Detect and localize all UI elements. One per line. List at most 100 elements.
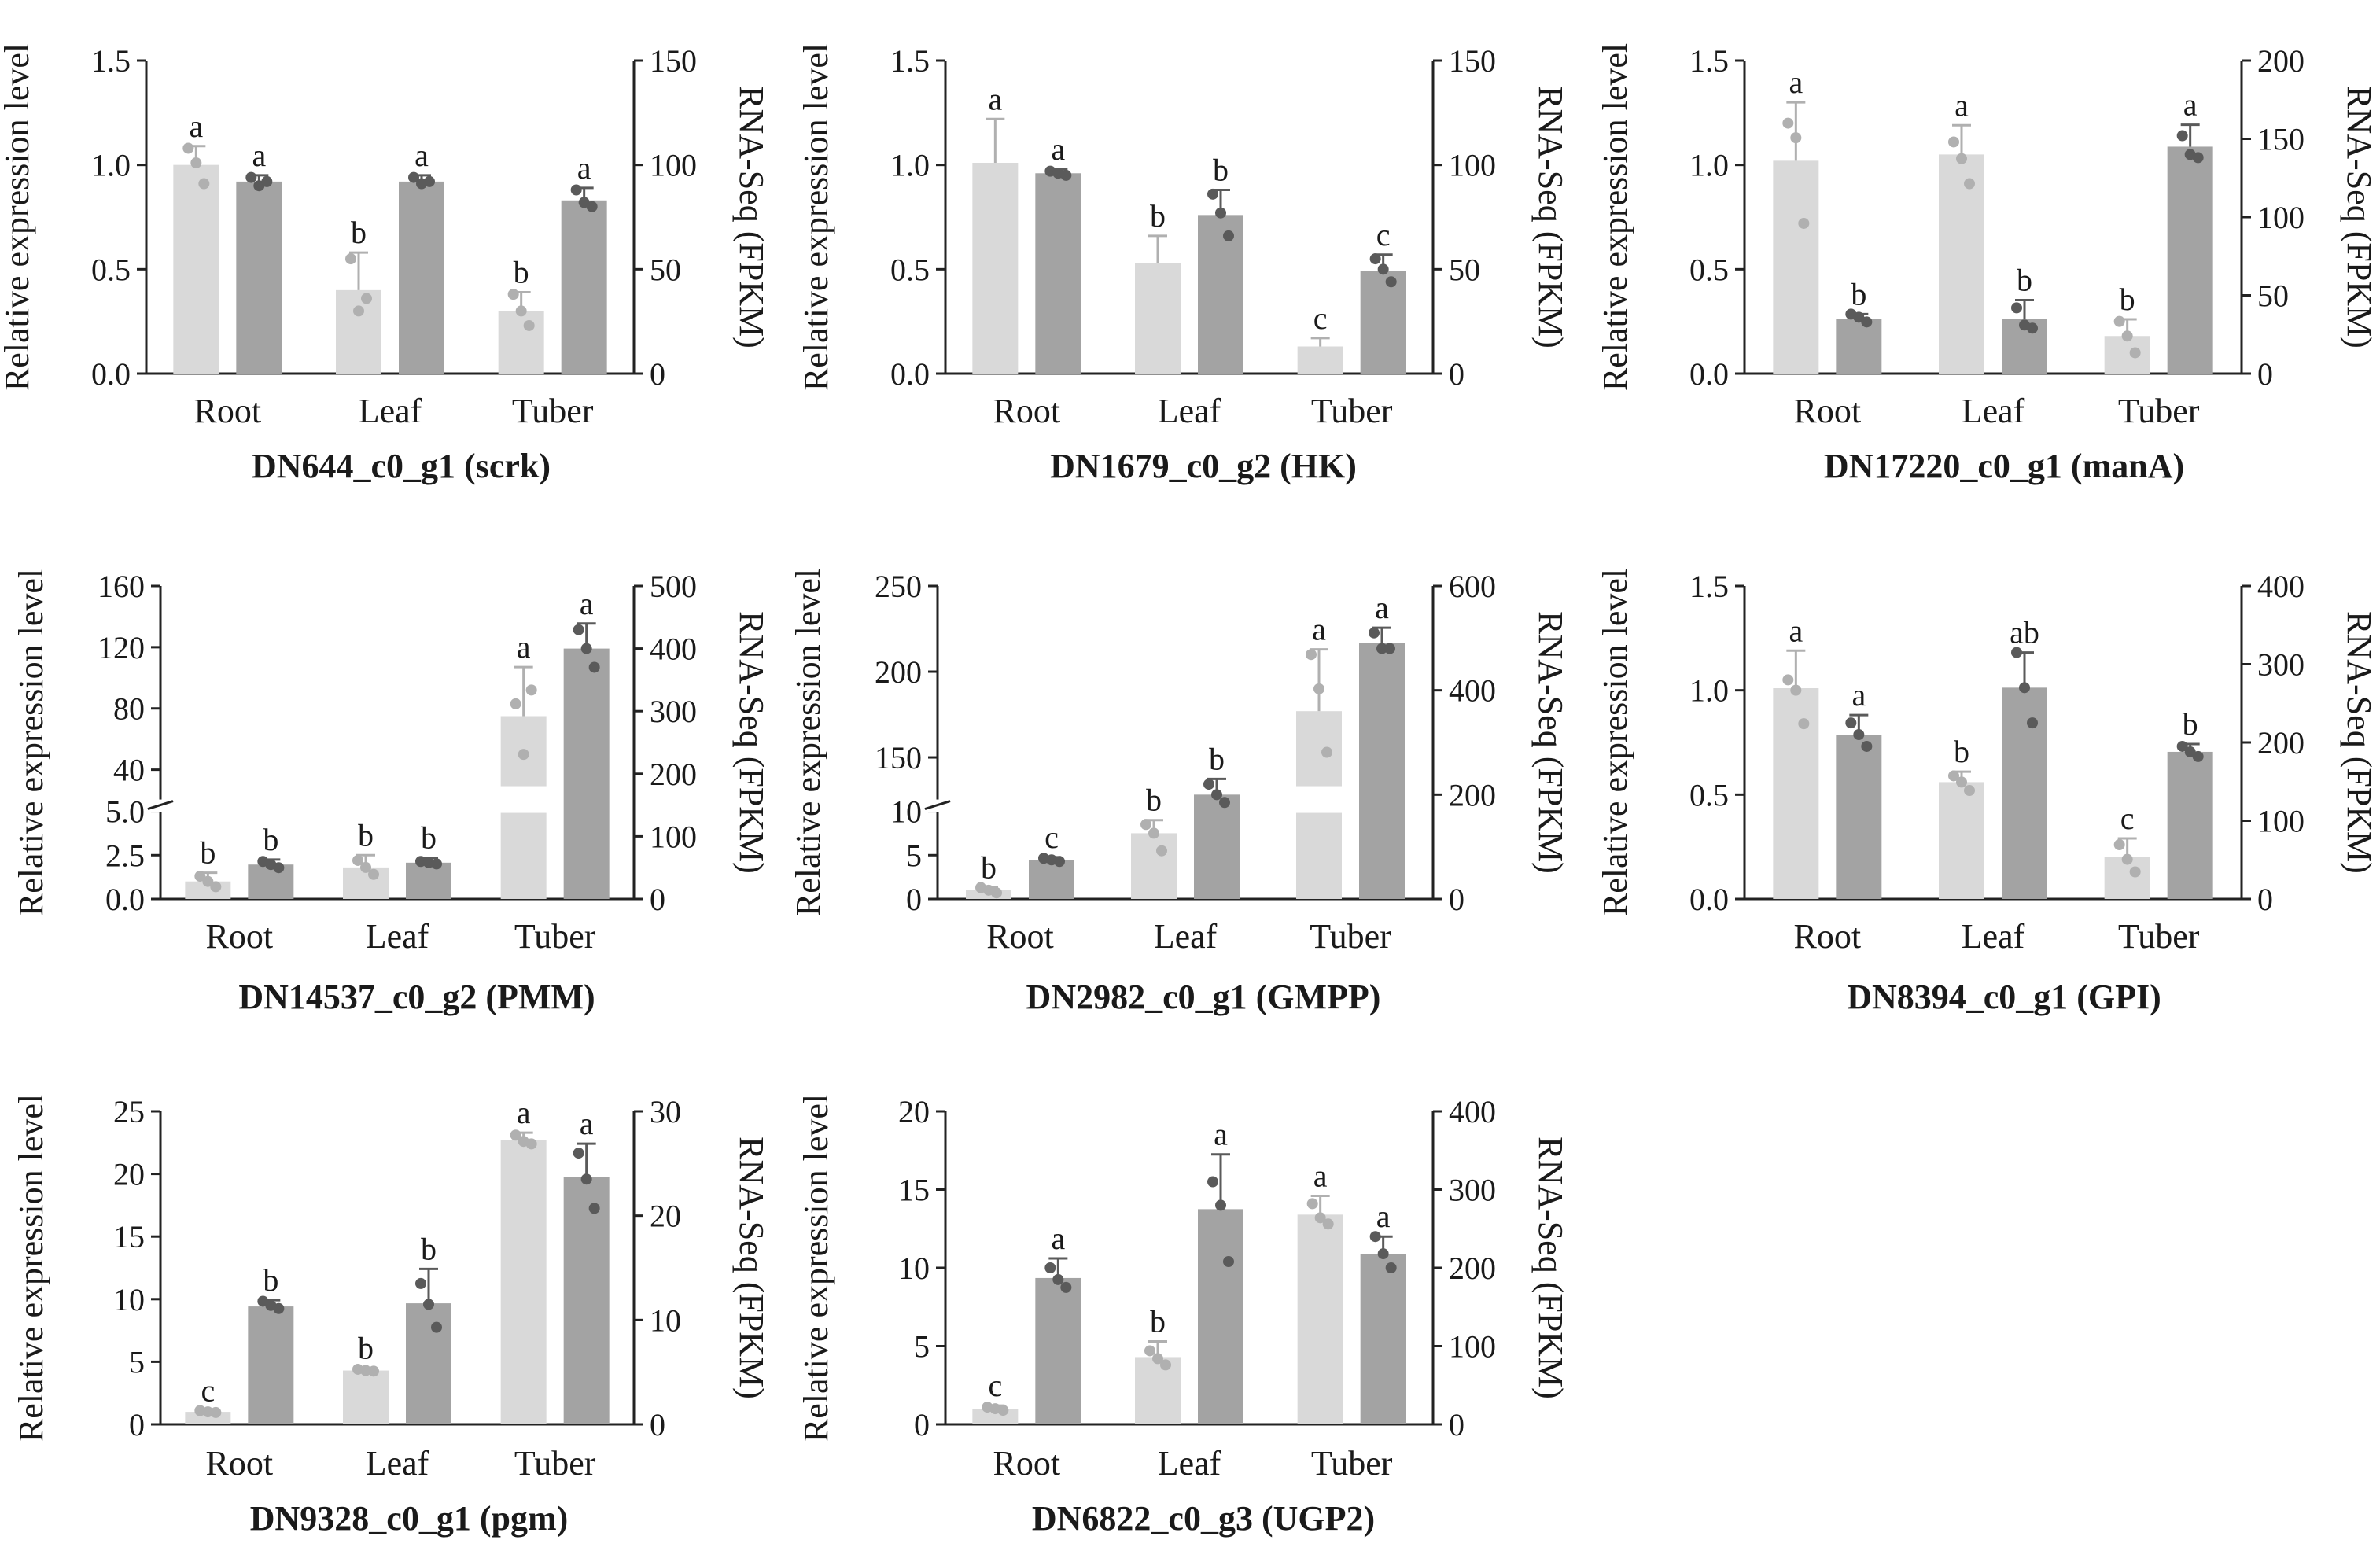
replicate-point: [1140, 819, 1151, 831]
panel-title: DN1679_c0_g2 (HK): [1050, 447, 1357, 485]
significance-letter: a: [189, 109, 203, 144]
left-tick-label: 5: [906, 838, 922, 873]
significance-letter: c: [2120, 801, 2135, 836]
replicate-point: [1052, 1273, 1064, 1285]
rnaseq-bar: [2167, 146, 2213, 374]
right-tick-label: 100: [1449, 1329, 1496, 1365]
significance-letter: a: [517, 629, 531, 665]
replicate-point: [368, 868, 379, 880]
replicate-point: [588, 661, 600, 673]
replicate-point: [523, 319, 535, 331]
replicate-point: [273, 862, 285, 874]
left-tick-label: 15: [113, 1219, 145, 1254]
left-tick-label: 1.0: [890, 148, 930, 183]
rnaseq-bar: [1035, 1277, 1081, 1424]
right-tick-label: 400: [1449, 1094, 1496, 1129]
left-tick-label: 10: [890, 794, 922, 830]
panel-title: DN6822_c0_g3 (UGP2): [1032, 1499, 1375, 1538]
qrt-bar: [2104, 336, 2150, 374]
panel-title: DN2982_c0_g1 (GMPP): [1026, 978, 1381, 1016]
qrt-bar: [1135, 1357, 1181, 1424]
rnaseq-bar: [248, 1306, 294, 1424]
left-axis-label: Relative expression level: [12, 1094, 50, 1442]
left-axis-label: Relative expression level: [0, 43, 36, 391]
replicate-point: [510, 698, 521, 709]
significance-letter: a: [517, 1095, 531, 1130]
replicate-point: [525, 684, 537, 696]
replicate-point: [2011, 302, 2022, 314]
left-tick-label: 25: [113, 1094, 145, 1129]
replicate-point: [1385, 1262, 1397, 1273]
right-tick-label: 200: [2257, 43, 2304, 79]
significance-letter: c: [1044, 820, 1059, 855]
significance-letter: b: [263, 1262, 278, 1298]
category-label: Root: [1794, 392, 1862, 430]
left-tick-label: 15: [898, 1173, 930, 1208]
right-tick-label: 50: [1449, 252, 1480, 287]
rnaseq-bar: [1360, 1254, 1406, 1424]
left-axis-label: Relative expression level: [12, 569, 50, 916]
replicate-point: [202, 1406, 214, 1418]
left-tick-label: 1.5: [91, 43, 131, 79]
rnaseq-bar: [236, 181, 282, 374]
category-label: Leaf: [1158, 1444, 1221, 1483]
replicate-point: [525, 1138, 537, 1150]
category-label: Tuber: [2118, 917, 2200, 956]
axis-break-mark: [147, 800, 174, 810]
replicate-point: [1060, 1281, 1072, 1293]
category-label: Root: [206, 1444, 274, 1483]
significance-letter: b: [358, 1330, 374, 1365]
replicate-point: [1306, 1198, 1318, 1210]
rnaseq-bar: [1360, 271, 1406, 374]
replicate-point: [2176, 130, 2188, 142]
replicate-point: [1060, 169, 1072, 181]
left-axis-label: Relative expression level: [797, 1094, 835, 1442]
rnaseq-bar: [563, 648, 610, 899]
left-axis-label: Relative expression level: [1596, 43, 1634, 391]
left-tick-label: 0.0: [105, 882, 145, 917]
replicate-point: [194, 871, 206, 882]
right-tick-label: 150: [650, 43, 697, 79]
replicate-point: [2129, 866, 2141, 878]
left-tick-label: 1.0: [1689, 148, 1729, 183]
qrt-bar: [1773, 688, 1819, 899]
left-tick-label: 1.5: [1689, 43, 1729, 79]
left-tick-label: 10: [898, 1251, 930, 1286]
category-label: Leaf: [366, 1444, 429, 1483]
replicate-point: [1223, 1256, 1234, 1268]
chart-panel-2: 0.0 0.5 1.0 1.5 0 50 100 150 Relative expression…: [797, 43, 1570, 485]
replicate-point: [1385, 276, 1397, 288]
replicate-point: [573, 1148, 584, 1159]
bar-break: [1295, 786, 1343, 813]
right-tick-label: 30: [650, 1094, 681, 1129]
replicate-point: [368, 1365, 379, 1377]
right-tick-label: 100: [2257, 804, 2304, 839]
category-label: Leaf: [1962, 917, 2025, 956]
replicate-point: [423, 1299, 434, 1310]
rnaseq-bar: [1836, 735, 1882, 899]
replicate-point: [997, 1405, 1009, 1416]
panel-title: DN644_c0_g1 (scrk): [252, 447, 551, 485]
replicate-point: [1044, 1262, 1056, 1273]
significance-letter: c: [201, 1372, 215, 1408]
qrt-bar: [1773, 160, 1819, 374]
significance-letter: b: [1851, 276, 1866, 311]
replicate-point: [1376, 643, 1387, 654]
right-tick-label: 0: [2257, 356, 2273, 392]
replicate-point: [345, 253, 356, 265]
significance-letter: b: [1954, 734, 1969, 769]
replicate-point: [2113, 839, 2125, 851]
left-tick-label: 1.5: [890, 43, 930, 79]
replicate-point: [1377, 263, 1389, 275]
significance-letter: a: [1789, 613, 1803, 648]
replicate-point: [1314, 1212, 1326, 1224]
replicate-point: [431, 1321, 442, 1333]
right-tick-label: 400: [1449, 673, 1496, 709]
significance-letter: a: [1851, 677, 1866, 713]
right-tick-label: 200: [1449, 777, 1496, 812]
significance-letter: ab: [2010, 615, 2039, 650]
replicate-point: [1861, 740, 1873, 752]
category-label: Tuber: [1311, 392, 1393, 430]
category-label: Root: [194, 392, 262, 430]
